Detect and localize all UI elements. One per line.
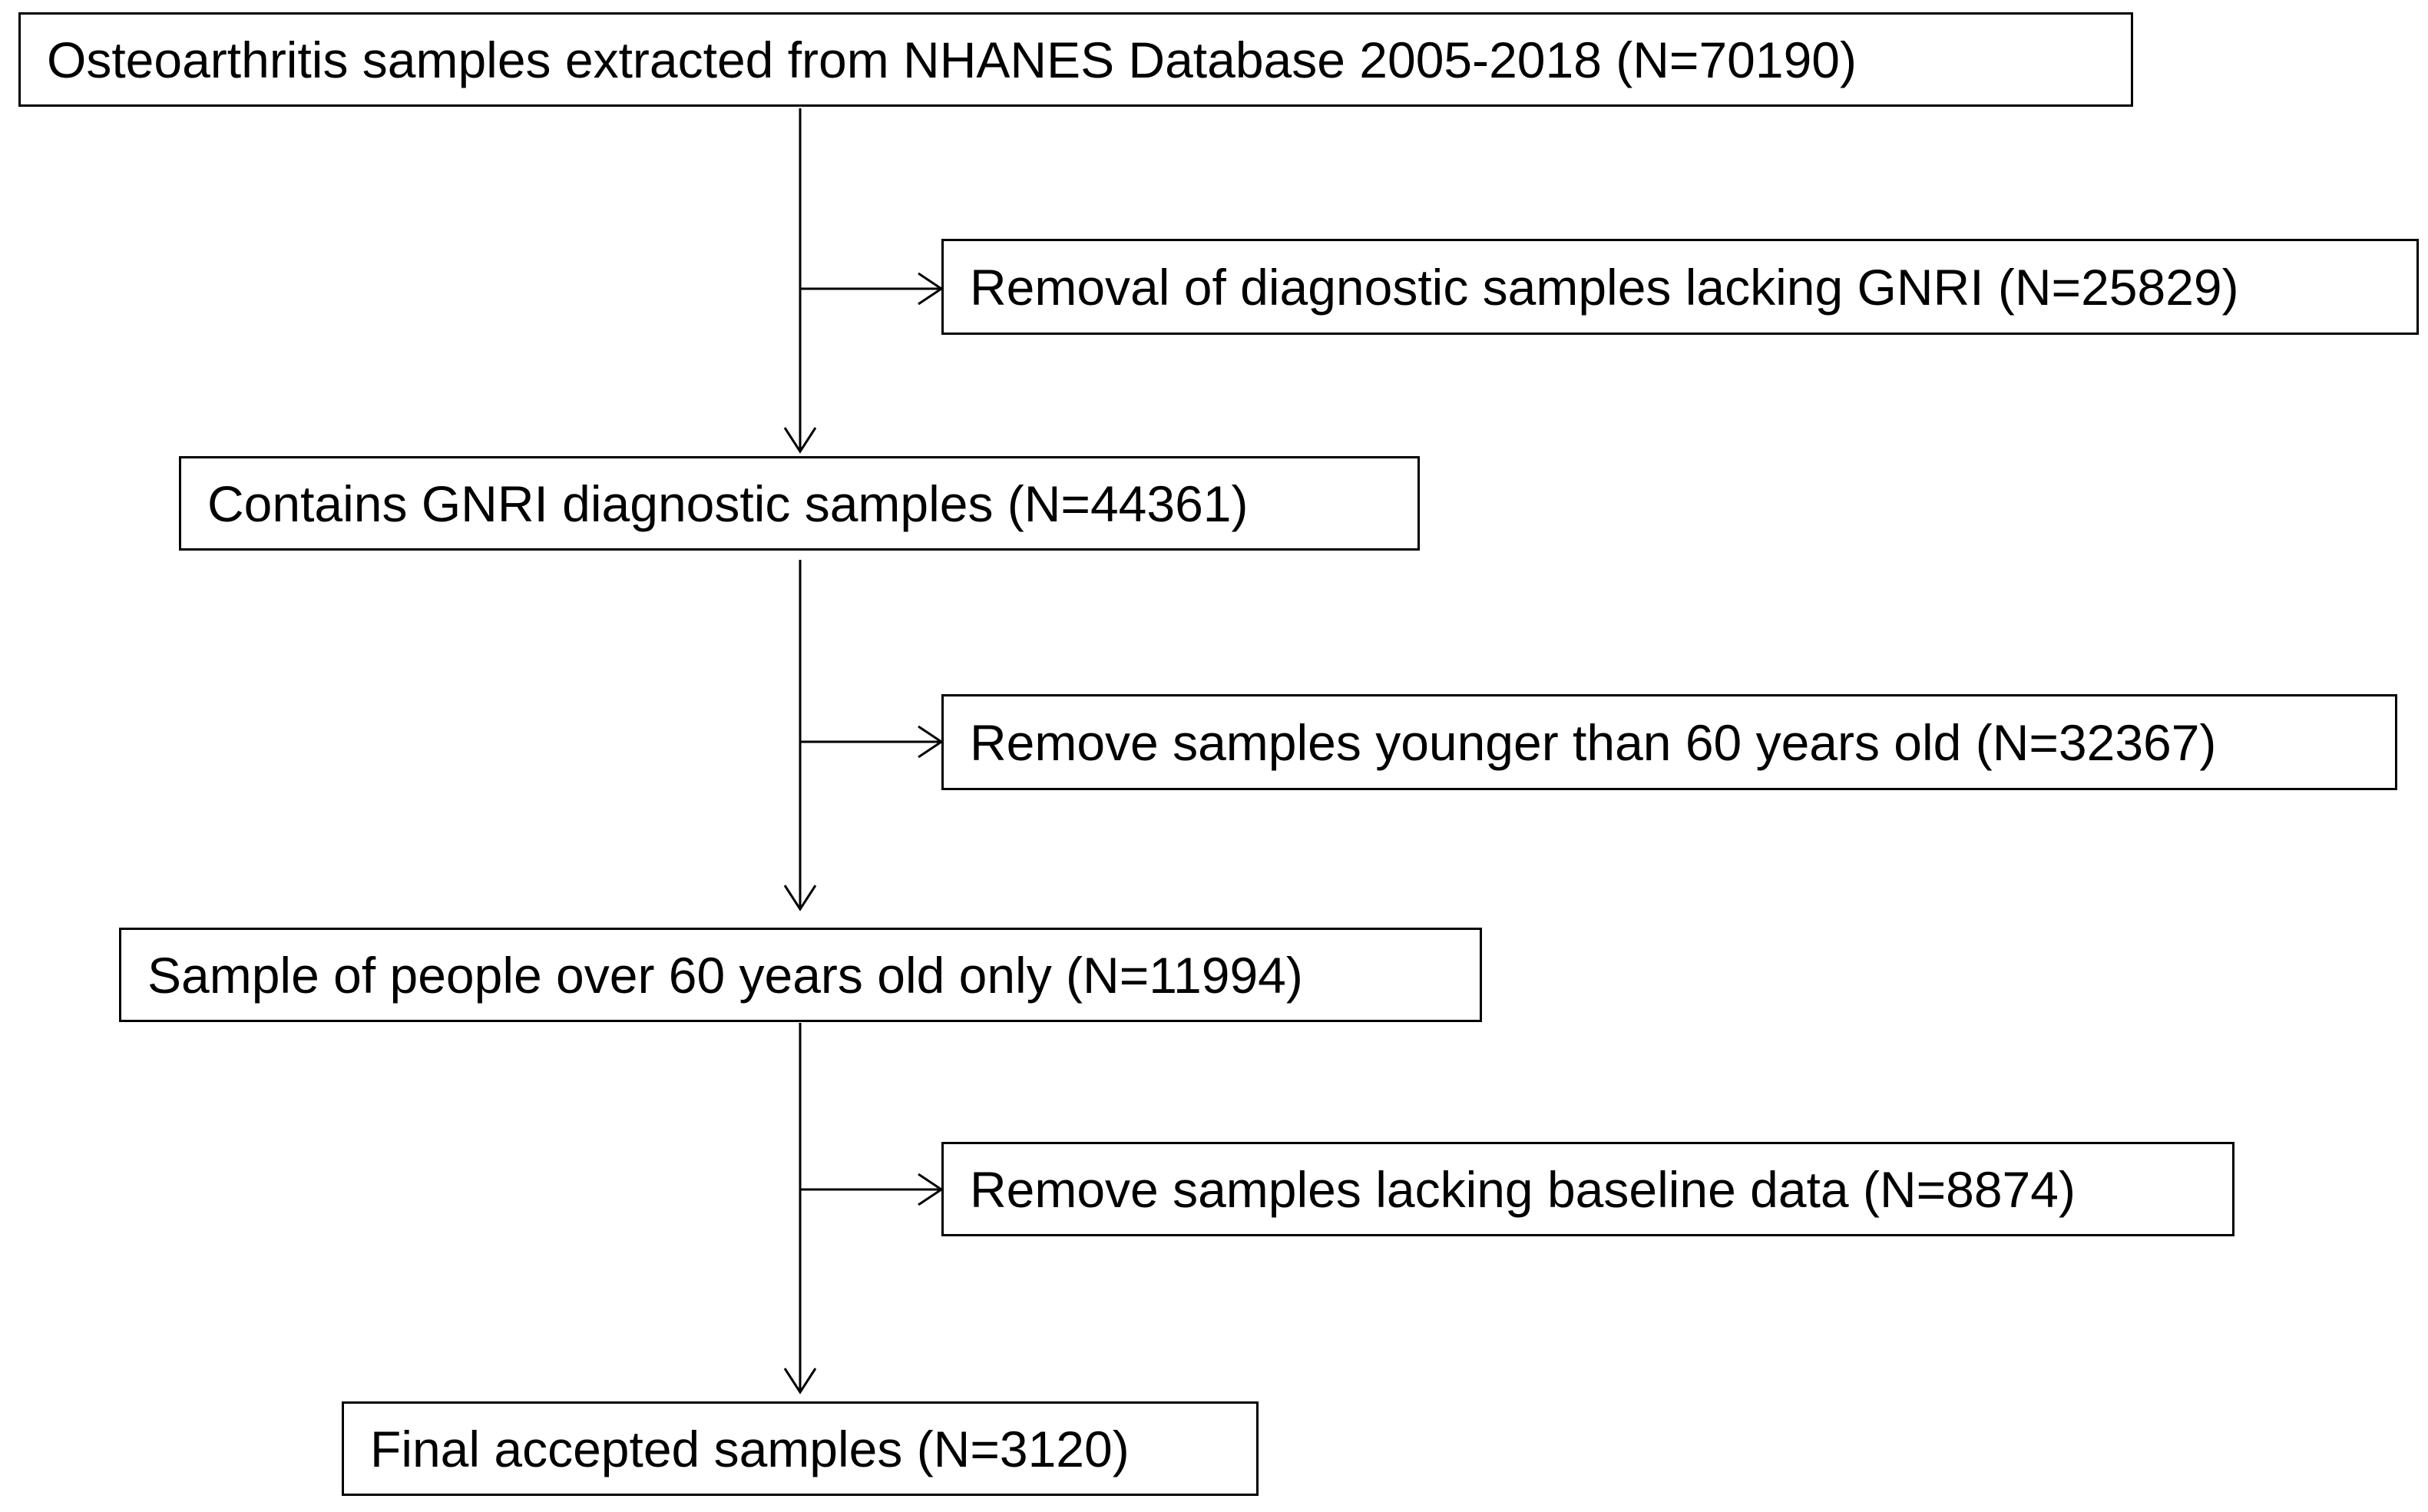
step-label-2: Contains GNRI diagnostic samples (N=4436… bbox=[207, 475, 1249, 532]
exclusion-label-3: Remove samples lacking baseline data (N=… bbox=[970, 1160, 2076, 1218]
exclusion-box-3: Remove samples lacking baseline data (N=… bbox=[941, 1142, 2234, 1236]
exclusion-box-2: Remove samples younger than 60 years old… bbox=[941, 694, 2397, 790]
exclusion-label-1: Removal of diagnostic samples lacking GN… bbox=[970, 258, 2239, 316]
exclusion-box-1: Removal of diagnostic samples lacking GN… bbox=[941, 239, 2419, 335]
arrowhead-down-2 bbox=[783, 885, 817, 912]
step-box-3: Sample of people over 60 years old only … bbox=[119, 928, 1482, 1022]
step-box-1: Osteoarthritis samples extracted from NH… bbox=[18, 12, 2133, 107]
step-box-4: Final accepted samples (N=3120) bbox=[342, 1401, 1259, 1496]
arrowhead-down-1 bbox=[783, 427, 817, 454]
step-box-2: Contains GNRI diagnostic samples (N=4436… bbox=[179, 456, 1420, 551]
step-label-3: Sample of people over 60 years old only … bbox=[147, 946, 1303, 1004]
step-label-1: Osteoarthritis samples extracted from NH… bbox=[47, 31, 1857, 88]
arrowhead-down-3 bbox=[783, 1368, 817, 1395]
step-label-4: Final accepted samples (N=3120) bbox=[370, 1420, 1130, 1477]
exclusion-label-2: Remove samples younger than 60 years old… bbox=[970, 713, 2217, 771]
